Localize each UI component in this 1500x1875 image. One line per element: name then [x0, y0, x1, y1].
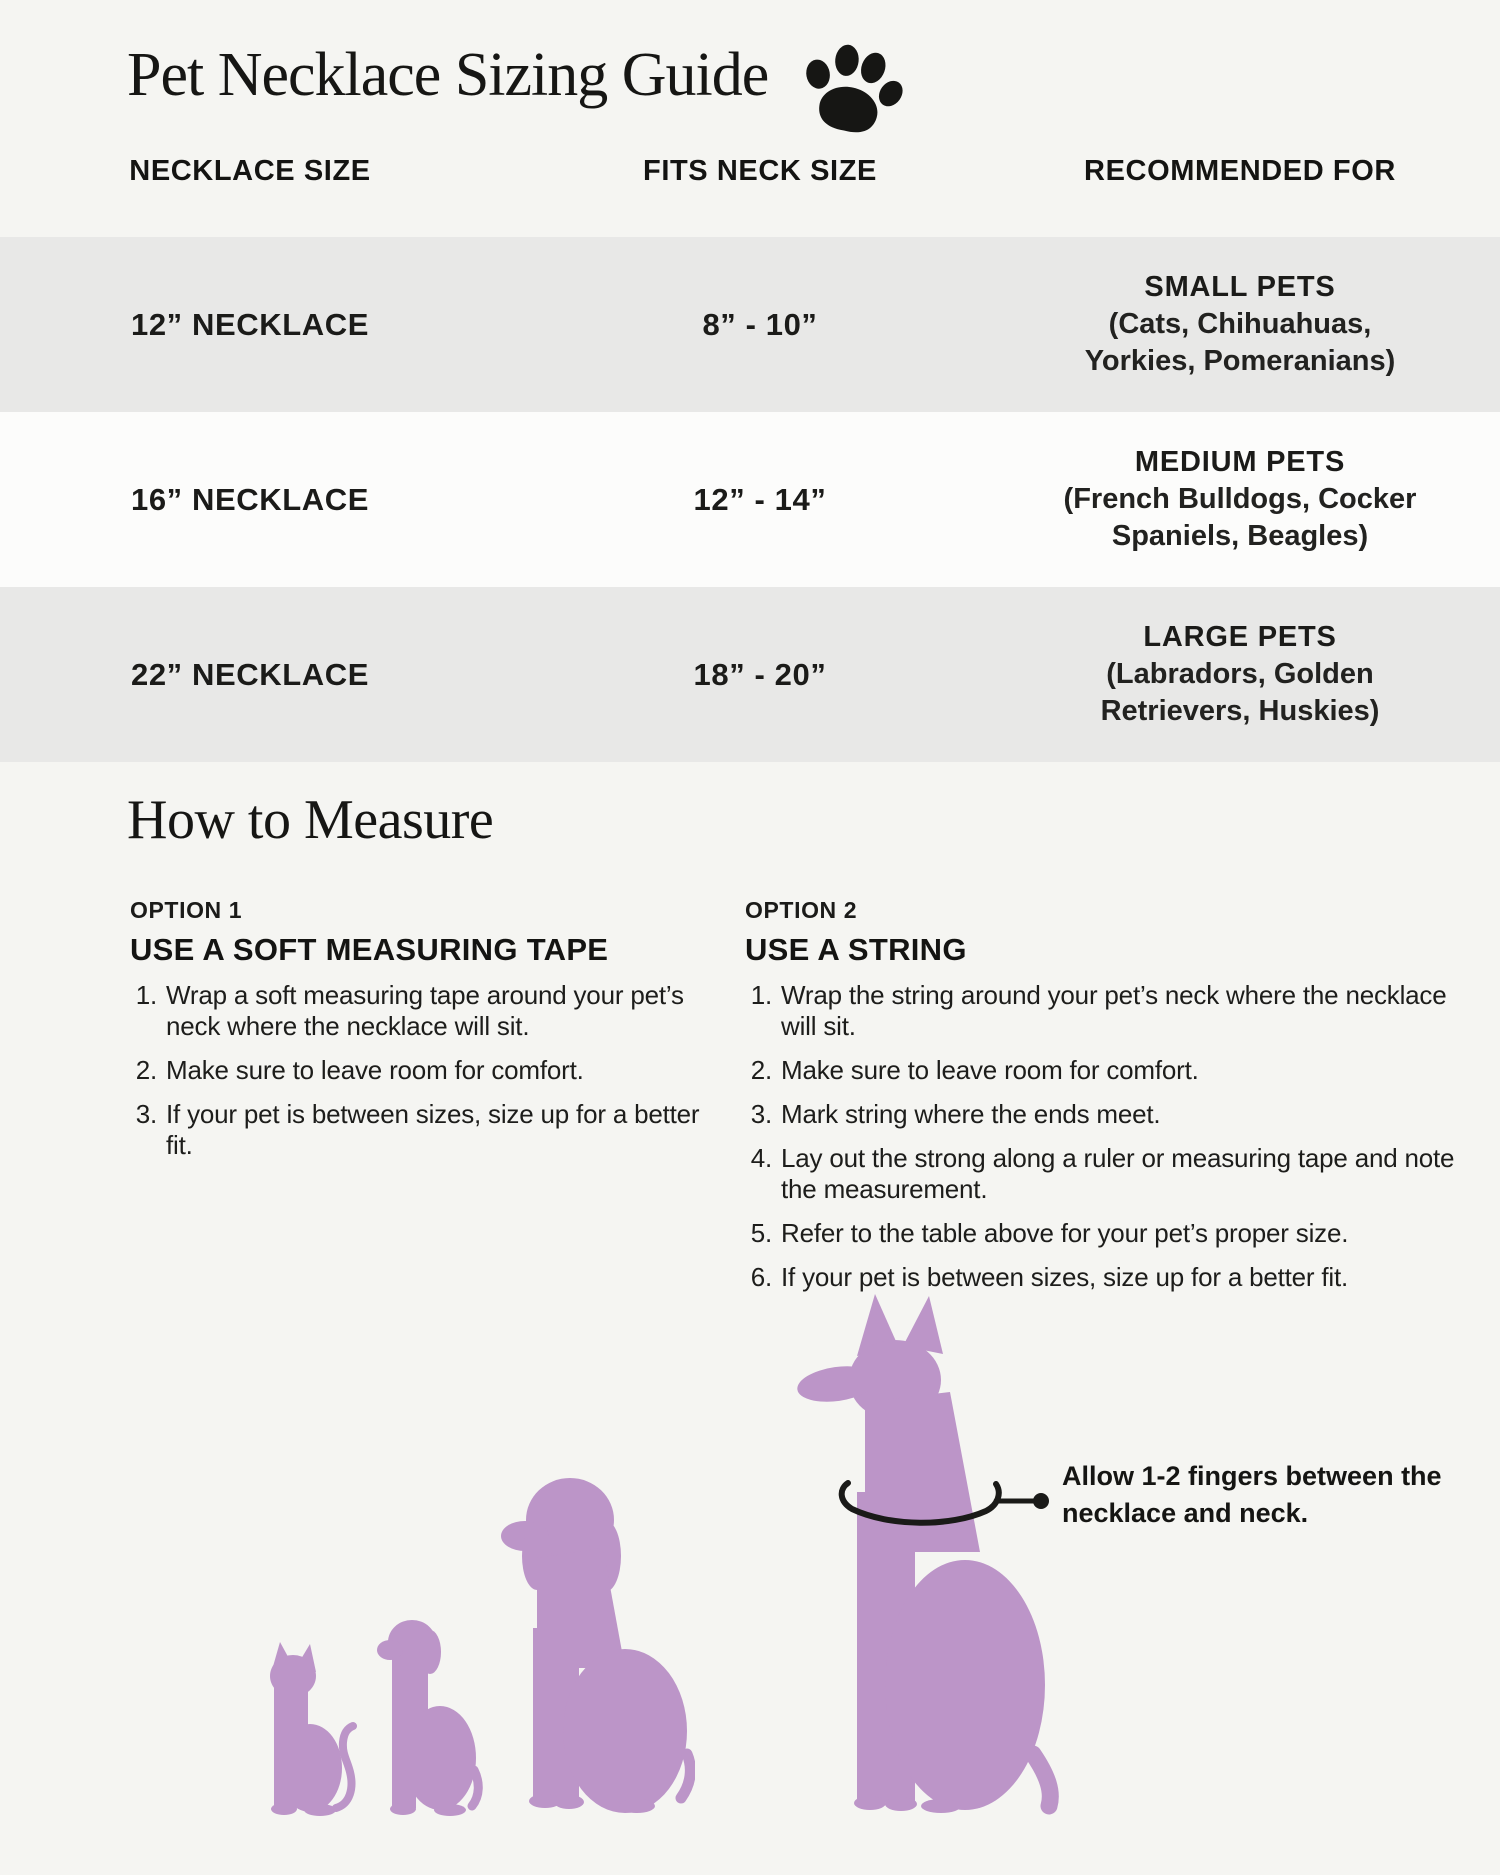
measure-step: Lay out the strong along a ruler or meas… — [779, 1143, 1470, 1205]
necklace-size-cell: 22” NECKLACE — [130, 656, 370, 692]
necklace-size-cell: 16” NECKLACE — [130, 481, 370, 517]
cat-silhouette-icon — [270, 1642, 357, 1816]
fits-neck-size-cell: 18” - 20” — [693, 656, 827, 692]
recommended-detail-line: (Labradors, Golden — [1106, 658, 1374, 690]
option-2-title: USE A STRING — [745, 932, 967, 967]
size-table-row: 22” NECKLACE 18” - 20” LARGE PETS (Labra… — [0, 587, 1500, 762]
recommended-pets-title: LARGE PETS — [1143, 621, 1337, 653]
recommended-pets-detail: (French Bulldogs, Cocker Spaniels, Beagle… — [1020, 481, 1460, 555]
option-2-steps: Wrap the string around your pet’s neck w… — [745, 980, 1470, 1293]
paw-print-icon — [806, 44, 903, 133]
medium-dog-silhouette-icon — [501, 1478, 695, 1813]
fits-neck-size-cell: 8” - 10” — [702, 306, 818, 342]
size-table-header: NECKLACE SIZE FITS NECK SIZE RECOMMENDED… — [0, 155, 1500, 188]
option-1-steps: Wrap a soft measuring tape around your p… — [130, 980, 730, 1161]
fit-annotation-text: Allow 1-2 fingers between the necklace a… — [1062, 1461, 1442, 1528]
size-table-row: 12” NECKLACE 8” - 10” SMALL PETS (Cats, … — [0, 237, 1500, 412]
recommended-pets-title: MEDIUM PETS — [1134, 446, 1346, 478]
large-dog-silhouette-icon — [797, 1294, 1059, 1815]
option-1-label: OPTION 1 — [130, 897, 243, 923]
measure-option-1: OPTION 1 USE A SOFT MEASURING TAPE Wrap … — [130, 897, 730, 1174]
measure-step: Make sure to leave room for comfort. — [779, 1055, 1470, 1086]
page-header: Pet Necklace Sizing Guide — [127, 40, 914, 140]
measure-step: Refer to the table above for your pet’s … — [779, 1218, 1470, 1249]
how-to-measure-heading: How to Measure — [127, 789, 494, 851]
measure-step: Make sure to leave room for comfort. — [164, 1055, 730, 1086]
column-header-recommended-for: RECOMMENDED FOR — [1084, 155, 1396, 187]
necklace-pointer-icon — [838, 1480, 1049, 1526]
recommended-pets-detail: (Labradors, Golden Retrievers, Huskies) — [1020, 656, 1460, 730]
recommended-for-cell: LARGE PETS (Labradors, Golden Retrievers,… — [1020, 619, 1460, 730]
recommended-detail-line: Retrievers, Huskies) — [1100, 695, 1380, 727]
recommended-detail-line: (French Bulldogs, Cocker — [1063, 483, 1417, 515]
small-dog-silhouette-icon — [377, 1620, 483, 1816]
page-title: Pet Necklace Sizing Guide — [127, 41, 769, 109]
measure-step: Wrap the string around your pet’s neck w… — [779, 980, 1470, 1042]
measure-step: If your pet is between sizes, size up fo… — [164, 1099, 730, 1161]
recommended-pets-title: SMALL PETS — [1144, 271, 1336, 303]
column-header-necklace-size: NECKLACE SIZE — [129, 155, 371, 187]
recommended-detail-line: (Cats, Chihuahuas, — [1108, 308, 1372, 340]
size-table-body: 12” NECKLACE 8” - 10” SMALL PETS (Cats, … — [0, 237, 1500, 762]
recommended-detail-line: Spaniels, Beagles) — [1111, 520, 1369, 552]
measure-step: If your pet is between sizes, size up fo… — [779, 1262, 1470, 1293]
recommended-for-cell: MEDIUM PETS (French Bulldogs, Cocker Span… — [1020, 444, 1460, 555]
necklace-size-cell: 12” NECKLACE — [130, 306, 370, 342]
measure-option-2: OPTION 2 USE A STRING Wrap the string ar… — [745, 897, 1470, 1306]
size-table-row: 16” NECKLACE 12” - 14” MEDIUM PETS (Fren… — [0, 412, 1500, 587]
recommended-for-cell: SMALL PETS (Cats, Chihuahuas, Yorkies, Po… — [1020, 269, 1460, 380]
fits-neck-size-cell: 12” - 14” — [693, 481, 827, 517]
measure-step: Wrap a soft measuring tape around your p… — [164, 980, 730, 1042]
recommended-detail-line: Yorkies, Pomeranians) — [1084, 345, 1396, 377]
column-header-fits-neck-size: FITS NECK SIZE — [643, 155, 877, 187]
option-2-label: OPTION 2 — [745, 897, 858, 923]
option-1-title: USE A SOFT MEASURING TAPE — [130, 932, 609, 967]
measure-step: Mark string where the ends meet. — [779, 1099, 1470, 1130]
recommended-pets-detail: (Cats, Chihuahuas, Yorkies, Pomeranians) — [1020, 306, 1460, 380]
